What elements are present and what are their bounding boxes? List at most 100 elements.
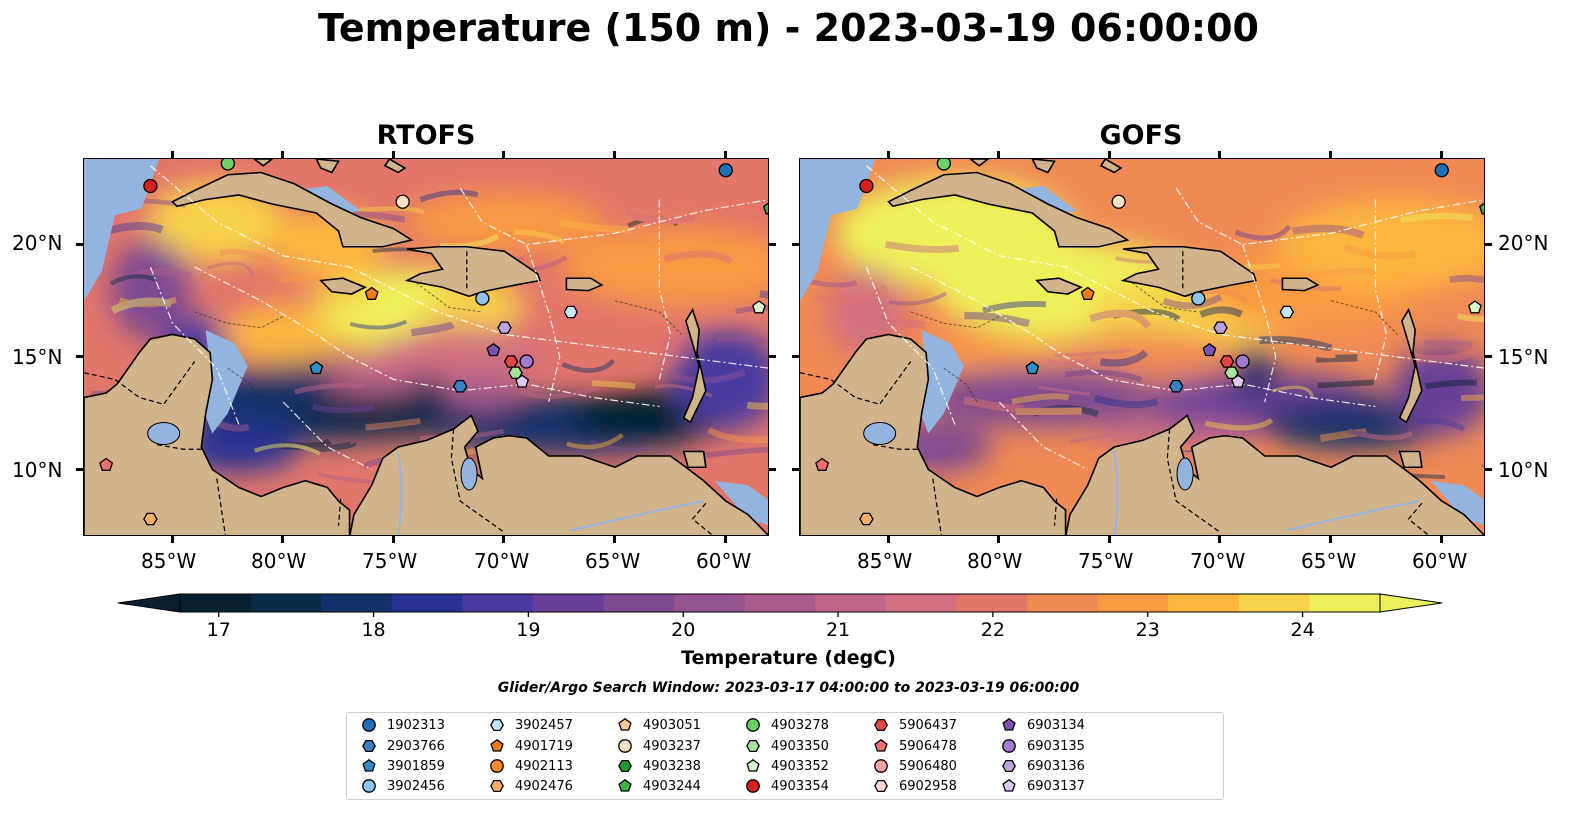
lat-label-20n-right: 20°N	[1498, 231, 1549, 255]
bathymetry-contour	[910, 311, 1000, 329]
marker-4903352[interactable]	[1468, 300, 1482, 314]
marker-4903278[interactable]	[220, 159, 235, 171]
lat-tick-mark	[1485, 242, 1492, 246]
colorbar-segment	[462, 594, 534, 612]
pentagon-marker-icon	[1002, 778, 1016, 792]
marker-5906478[interactable]	[815, 457, 830, 471]
marker-3902457[interactable]	[563, 305, 579, 319]
marker-4903237[interactable]	[395, 194, 410, 209]
marker-3901859[interactable]	[309, 361, 324, 375]
bathymetry-contour	[943, 367, 978, 403]
eez-boundary	[998, 401, 1088, 471]
marker-4903354[interactable]	[859, 178, 874, 194]
marker-6903136[interactable]	[1213, 321, 1228, 335]
legend-label: 3901859	[387, 758, 445, 774]
bathymetry-contour	[194, 311, 284, 329]
marker-3902456[interactable]	[1191, 291, 1206, 306]
legend-label: 4903237	[643, 738, 701, 754]
lat-label-10n-left: 10°N	[12, 458, 63, 482]
land-south	[349, 414, 768, 535]
colorbar-segment	[815, 594, 887, 612]
country-border	[932, 478, 942, 535]
circle-marker-icon	[362, 718, 376, 732]
marker-2903766[interactable]	[452, 379, 468, 393]
marker-3902457[interactable]	[1279, 305, 1295, 319]
marker-6903134[interactable]	[1202, 343, 1217, 357]
eddy-stroke	[1064, 369, 1143, 383]
marker-6903135[interactable]	[519, 354, 534, 369]
legend-marker-6903137	[1002, 778, 1016, 792]
legend-marker-5906437	[874, 718, 888, 732]
marker-3902456[interactable]	[475, 291, 490, 306]
eddy-stroke	[707, 426, 768, 444]
legend-marker-4903352	[746, 758, 760, 772]
eddy-stroke	[670, 369, 747, 384]
marker-4903278[interactable]	[936, 159, 951, 171]
eddy-stroke	[561, 358, 616, 373]
lon-tick-mark	[502, 536, 506, 543]
eddy-stroke	[1449, 274, 1484, 284]
circle-marker-icon	[362, 779, 376, 793]
legend-item: 4903244	[617, 778, 701, 794]
marker-6903136[interactable]	[497, 321, 512, 335]
legend-item: 5906480	[873, 758, 957, 774]
hexagon-marker-icon	[1002, 759, 1016, 773]
colorbar-segment	[1238, 594, 1310, 612]
country-border	[1407, 502, 1430, 535]
search-window-text: Glider/Argo Search Window: 2023-03-17 04…	[497, 680, 1080, 696]
hexagon-marker-icon	[874, 779, 888, 793]
marker-4903352[interactable]	[752, 300, 766, 314]
marker-4901719[interactable]	[364, 286, 379, 300]
marker-6903134[interactable]	[486, 343, 501, 357]
marker-4902476[interactable]	[143, 512, 158, 526]
colorbar-tick-label: 19	[516, 619, 540, 641]
land-bah2	[1099, 159, 1123, 174]
hexagon-marker-icon	[362, 739, 376, 753]
colorbar-segment	[1309, 594, 1381, 612]
lon-tick-mark	[281, 536, 285, 543]
marker-4903244[interactable]	[1479, 202, 1485, 215]
eddy-stroke	[964, 311, 1030, 328]
legend-marker-4903350	[746, 739, 760, 753]
marker-2903766[interactable]	[1168, 379, 1184, 393]
marker-6903135[interactable]	[1235, 354, 1250, 369]
marker-5906437[interactable]	[503, 355, 519, 368]
colorbar-tick-label: 21	[826, 619, 850, 641]
eddy-stroke	[1032, 405, 1099, 418]
eddy-stroke	[358, 206, 425, 215]
legend-item: 3902457	[489, 717, 573, 733]
hexagon-marker-icon	[490, 718, 504, 732]
marker-4903237[interactable]	[1111, 194, 1126, 209]
shallow-water	[800, 159, 876, 301]
marker-5906478[interactable]	[99, 457, 114, 471]
eddy-stroke	[1162, 293, 1223, 310]
country-border	[337, 498, 342, 526]
marker-6903137[interactable]	[1231, 374, 1246, 388]
marker-4903244[interactable]	[763, 202, 769, 215]
marker-4901719[interactable]	[1080, 286, 1095, 300]
map-canvas-rtofs	[84, 159, 769, 535]
legend-item: 4901719	[489, 738, 573, 754]
pentagon-marker-icon	[618, 717, 632, 731]
lat-label-10n-right: 10°N	[1498, 458, 1549, 482]
legend-marker-3902457	[490, 718, 504, 732]
map-panel-rtofs[interactable]	[83, 158, 769, 536]
eddy-stroke	[410, 321, 455, 337]
map-panel-gofs[interactable]	[799, 158, 1485, 536]
lon-label-85w-gofs: 85°W	[857, 549, 913, 573]
shallow-water	[84, 159, 160, 301]
lon-label-85w-rtofs: 85°W	[141, 549, 197, 573]
marker-1902313[interactable]	[1434, 163, 1449, 178]
temperature-patch	[1277, 199, 1484, 290]
marker-5906437[interactable]	[1219, 355, 1235, 368]
marker-4902476[interactable]	[859, 512, 874, 526]
legend-label: 4902476	[515, 778, 573, 794]
marker-3901859[interactable]	[1025, 361, 1040, 375]
land-south	[1065, 414, 1484, 535]
marker-6903137[interactable]	[515, 374, 530, 388]
eddy-stroke	[1423, 339, 1473, 348]
marker-1902313[interactable]	[718, 163, 733, 178]
colorbar-segment	[744, 594, 816, 612]
lon-tick-mark	[1439, 536, 1443, 543]
marker-4903354[interactable]	[143, 178, 158, 194]
